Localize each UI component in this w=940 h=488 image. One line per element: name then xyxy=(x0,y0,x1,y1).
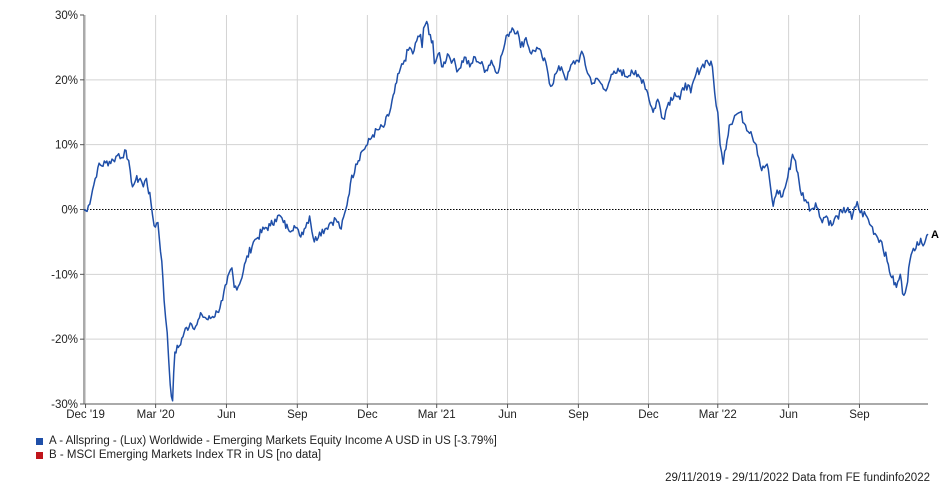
legend: A - Allspring - (Lux) Worldwide - Emergi… xyxy=(36,434,497,462)
x-tick-label: Sep xyxy=(287,409,307,421)
x-tick-label: Dec xyxy=(357,409,378,421)
x-tick-label: Dec xyxy=(638,409,659,421)
x-tick-label: Sep xyxy=(849,409,869,421)
x-tick-label: Jun xyxy=(217,409,236,421)
x-axis-ticks: Dec '19 Mar '20 Jun Sep Dec Mar '21 Jun Sep Dec M… xyxy=(66,404,870,421)
x-tick-label: Dec '19 xyxy=(66,409,105,421)
series-line-a xyxy=(83,20,929,402)
x-tick-label: Jun xyxy=(498,409,517,421)
x-tick-label: Jun xyxy=(779,409,798,421)
y-tick-label: -10% xyxy=(51,269,78,281)
date-range-footer: 29/11/2019 - 29/11/2022 Data from FE fun… xyxy=(665,472,930,484)
legend-item-b: B - MSCI Emerging Markets Index TR in US… xyxy=(36,448,497,462)
x-tick-label: Mar '20 xyxy=(137,409,175,421)
legend-label-b: B - MSCI Emerging Markets Index TR in US… xyxy=(49,449,322,461)
legend-label-a: A - Allspring - (Lux) Worldwide - Emergi… xyxy=(49,435,497,447)
x-tick-label: Sep xyxy=(568,409,588,421)
y-tick-label: -30% xyxy=(51,399,78,411)
y-tick-label: -20% xyxy=(51,334,78,346)
series-lines xyxy=(83,20,929,402)
legend-item-a: A - Allspring - (Lux) Worldwide - Emergi… xyxy=(36,434,497,448)
y-tick-label: 10% xyxy=(55,140,78,152)
legend-swatch-a xyxy=(36,437,43,445)
x-tick-label: Mar '21 xyxy=(418,409,456,421)
end-label-a: A xyxy=(931,229,939,241)
legend-swatch-b xyxy=(36,451,43,459)
y-tick-label: 0% xyxy=(61,205,78,217)
y-axis-ticks: 30% 20% 10% 0% -10% -20% -30% xyxy=(51,10,84,411)
y-tick-label: 20% xyxy=(55,75,78,87)
performance-chart: 30% 20% 10% 0% -10% -20% -30% Dec '19 Mar '20 Ju… xyxy=(51,10,939,421)
x-tick-label: Mar '22 xyxy=(699,409,737,421)
series-end-label: A xyxy=(931,229,939,241)
y-tick-label: 30% xyxy=(55,10,78,22)
